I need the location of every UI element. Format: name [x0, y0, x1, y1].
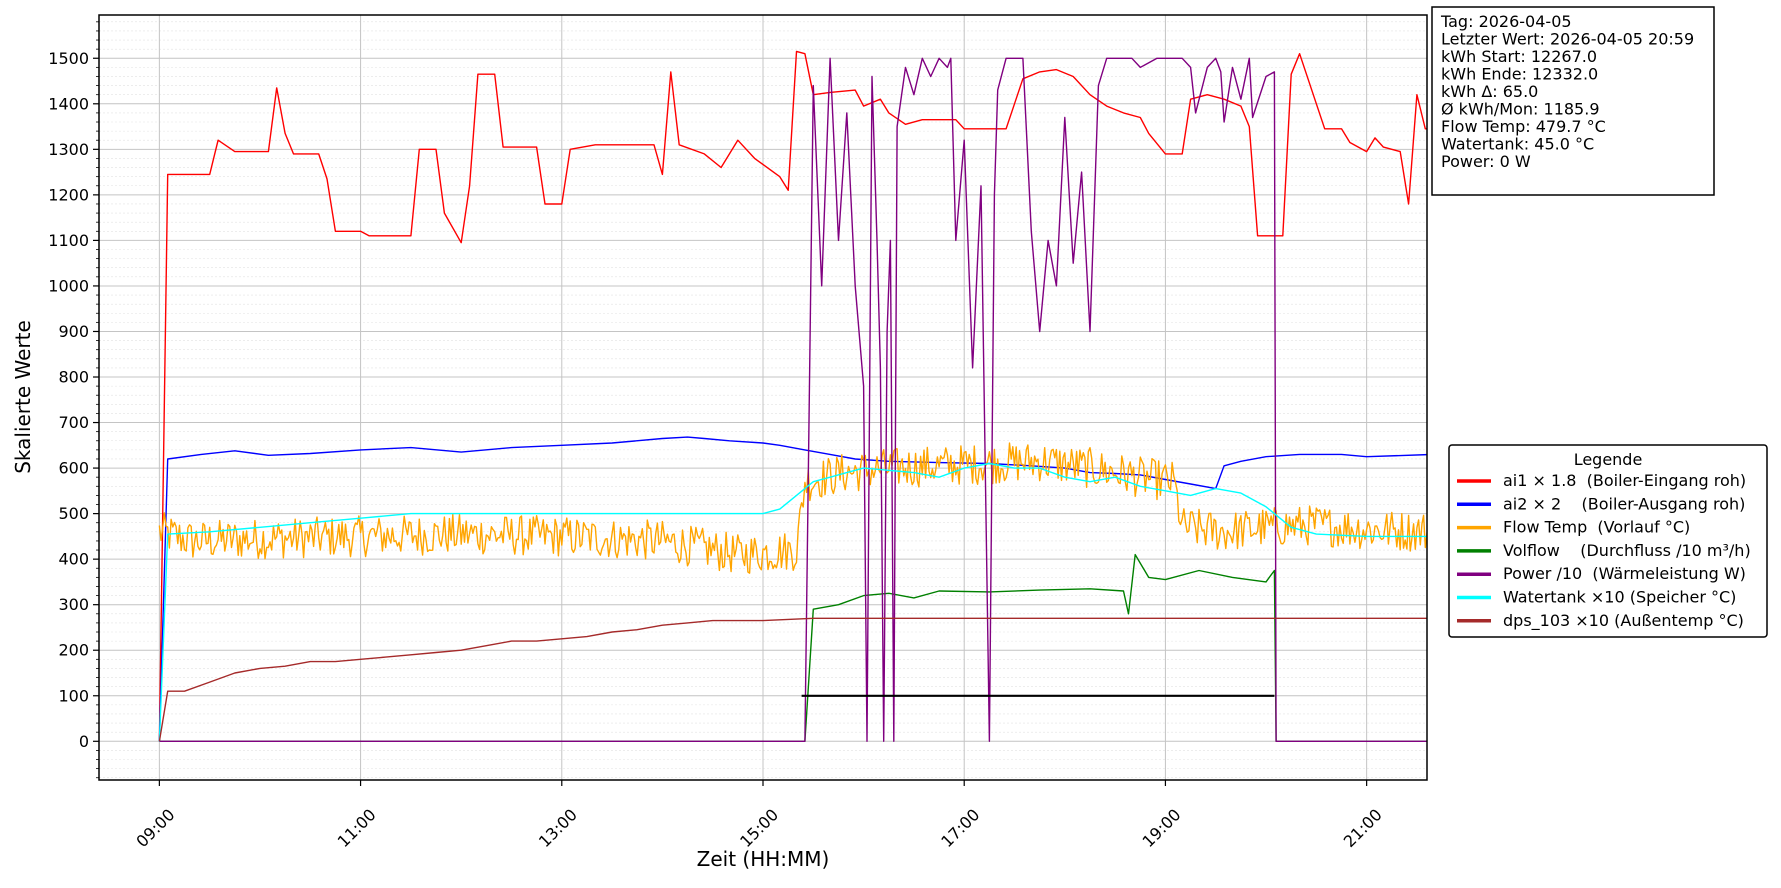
legend-entry-label: Watertank ×10 (Speicher °C)	[1503, 588, 1736, 607]
info-line: Ø kWh/Mon: 1185.9	[1441, 100, 1600, 119]
y-tick-label: 1100	[48, 231, 89, 250]
y-tick-label: 100	[58, 686, 89, 705]
info-line: Flow Temp: 479.7 °C	[1441, 117, 1606, 136]
series-line-5	[158, 462, 1427, 742]
y-tick-label: 1300	[48, 140, 89, 159]
y-tick-label: 1400	[48, 94, 89, 113]
legend-entry-label: dps_103 ×10 (Außentemp °C)	[1503, 611, 1744, 631]
info-box-frame	[1431, 6, 1715, 196]
y-axis-label: Skalierte Werte	[11, 320, 35, 474]
y-tick-label: 200	[58, 641, 89, 660]
info-line: kWh Ende: 12332.0	[1441, 65, 1598, 84]
y-tick-label: 500	[58, 504, 89, 523]
legend-entry-label: ai1 × 1.8 (Boiler-Eingang roh)	[1503, 471, 1746, 490]
series-line-4	[159, 57, 1427, 742]
x-tick-label: 19:00	[1139, 805, 1185, 851]
y-tick-label: 0	[79, 732, 89, 751]
info-line: kWh Start: 12267.0	[1441, 47, 1597, 66]
y-tick-label: 1000	[48, 276, 89, 295]
x-tick-label: 21:00	[1340, 805, 1386, 851]
legend-entry-label: Flow Temp (Vorlauf °C)	[1503, 518, 1690, 537]
y-tick-label: 1500	[48, 49, 89, 68]
info-line: Power: 0 W	[1441, 152, 1531, 171]
legend-title: Legende	[1574, 450, 1643, 469]
info-box: Tag: 2026-04-05 Letzter Wert: 2026-04-05…	[1431, 6, 1715, 196]
y-tick-label: 1200	[48, 185, 89, 204]
series-line-2	[158, 442, 1427, 574]
series-line-6	[158, 617, 1427, 742]
x-axis-label: Zeit (HH:MM)	[697, 847, 830, 871]
legend-frame	[1448, 444, 1768, 638]
series-layer	[158, 50, 1427, 742]
legend-entry-label: ai2 × 2 (Boiler-Ausgang roh)	[1503, 494, 1745, 513]
y-tick-label: 300	[58, 595, 89, 614]
x-tick-label: 15:00	[736, 805, 782, 851]
legend-entry-label: Volflow (Durchfluss /10 m³/h)	[1503, 541, 1751, 560]
x-tick-label: 17:00	[937, 805, 983, 851]
series-line-0	[158, 50, 1427, 742]
legend-entry-label: Power /10 (Wärmeleistung W)	[1503, 564, 1746, 583]
y-tick-label: 600	[58, 459, 89, 478]
info-line: Tag: 2026-04-05	[1440, 12, 1572, 31]
legend: Legende ai1 × 1.8 (Boiler-Eingang roh)ai…	[1448, 444, 1768, 638]
x-tick-label: 11:00	[334, 805, 380, 851]
info-line: Letzter Wert: 2026-04-05 20:59	[1441, 30, 1694, 49]
info-line: Watertank: 45.0 °C	[1441, 135, 1594, 154]
x-axis-ticks: 09:00 11:00 13:00 15:00 17:00 19:00 21:00	[132, 780, 1386, 851]
legend-entries: ai1 × 1.8 (Boiler-Eingang roh) ai2 × 2 (B…	[1457, 471, 1751, 631]
series-line-1	[158, 436, 1427, 742]
series-line-3	[159, 553, 1427, 742]
y-tick-label: 800	[58, 368, 89, 387]
major-grid	[99, 15, 1427, 780]
y-tick-label: 900	[58, 322, 89, 341]
x-tick-label: 13:00	[535, 805, 581, 851]
info-line: kWh Δ: 65.0	[1441, 82, 1538, 101]
x-tick-label: 09:00	[132, 805, 178, 851]
y-axis-ticks: 0 100 200 300 400 500 600 700 800 900 1000 1100 1200…	[48, 21, 99, 779]
y-tick-label: 700	[58, 413, 89, 432]
y-tick-label: 400	[58, 550, 89, 569]
